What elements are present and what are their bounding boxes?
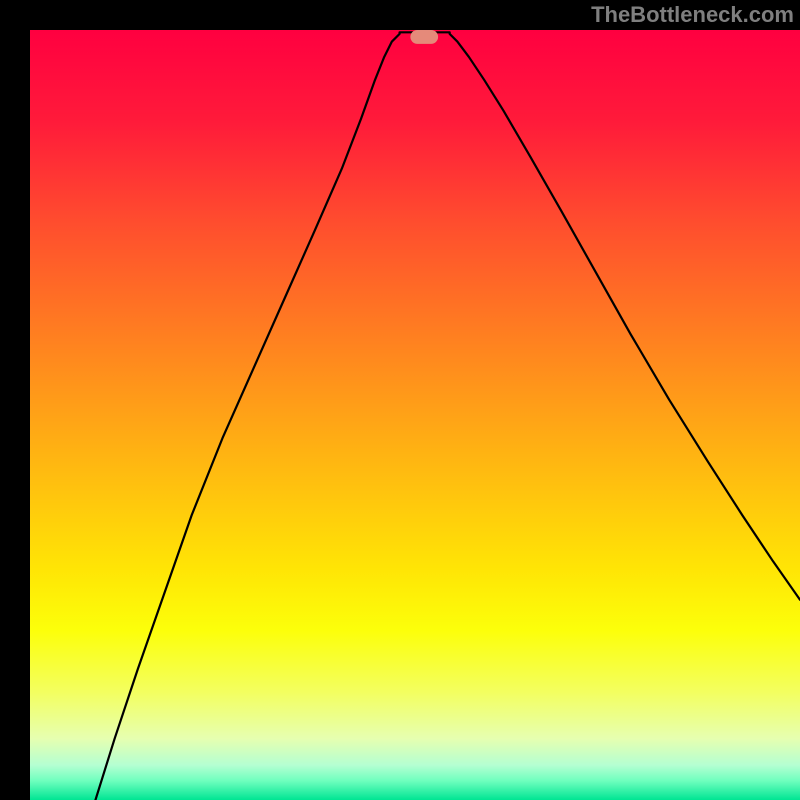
plot-background [30, 30, 800, 800]
bottleneck-chart: TheBottleneck.com [0, 0, 800, 800]
chart-svg [0, 0, 800, 800]
watermark: TheBottleneck.com [591, 2, 794, 28]
optimal-marker [410, 30, 438, 44]
